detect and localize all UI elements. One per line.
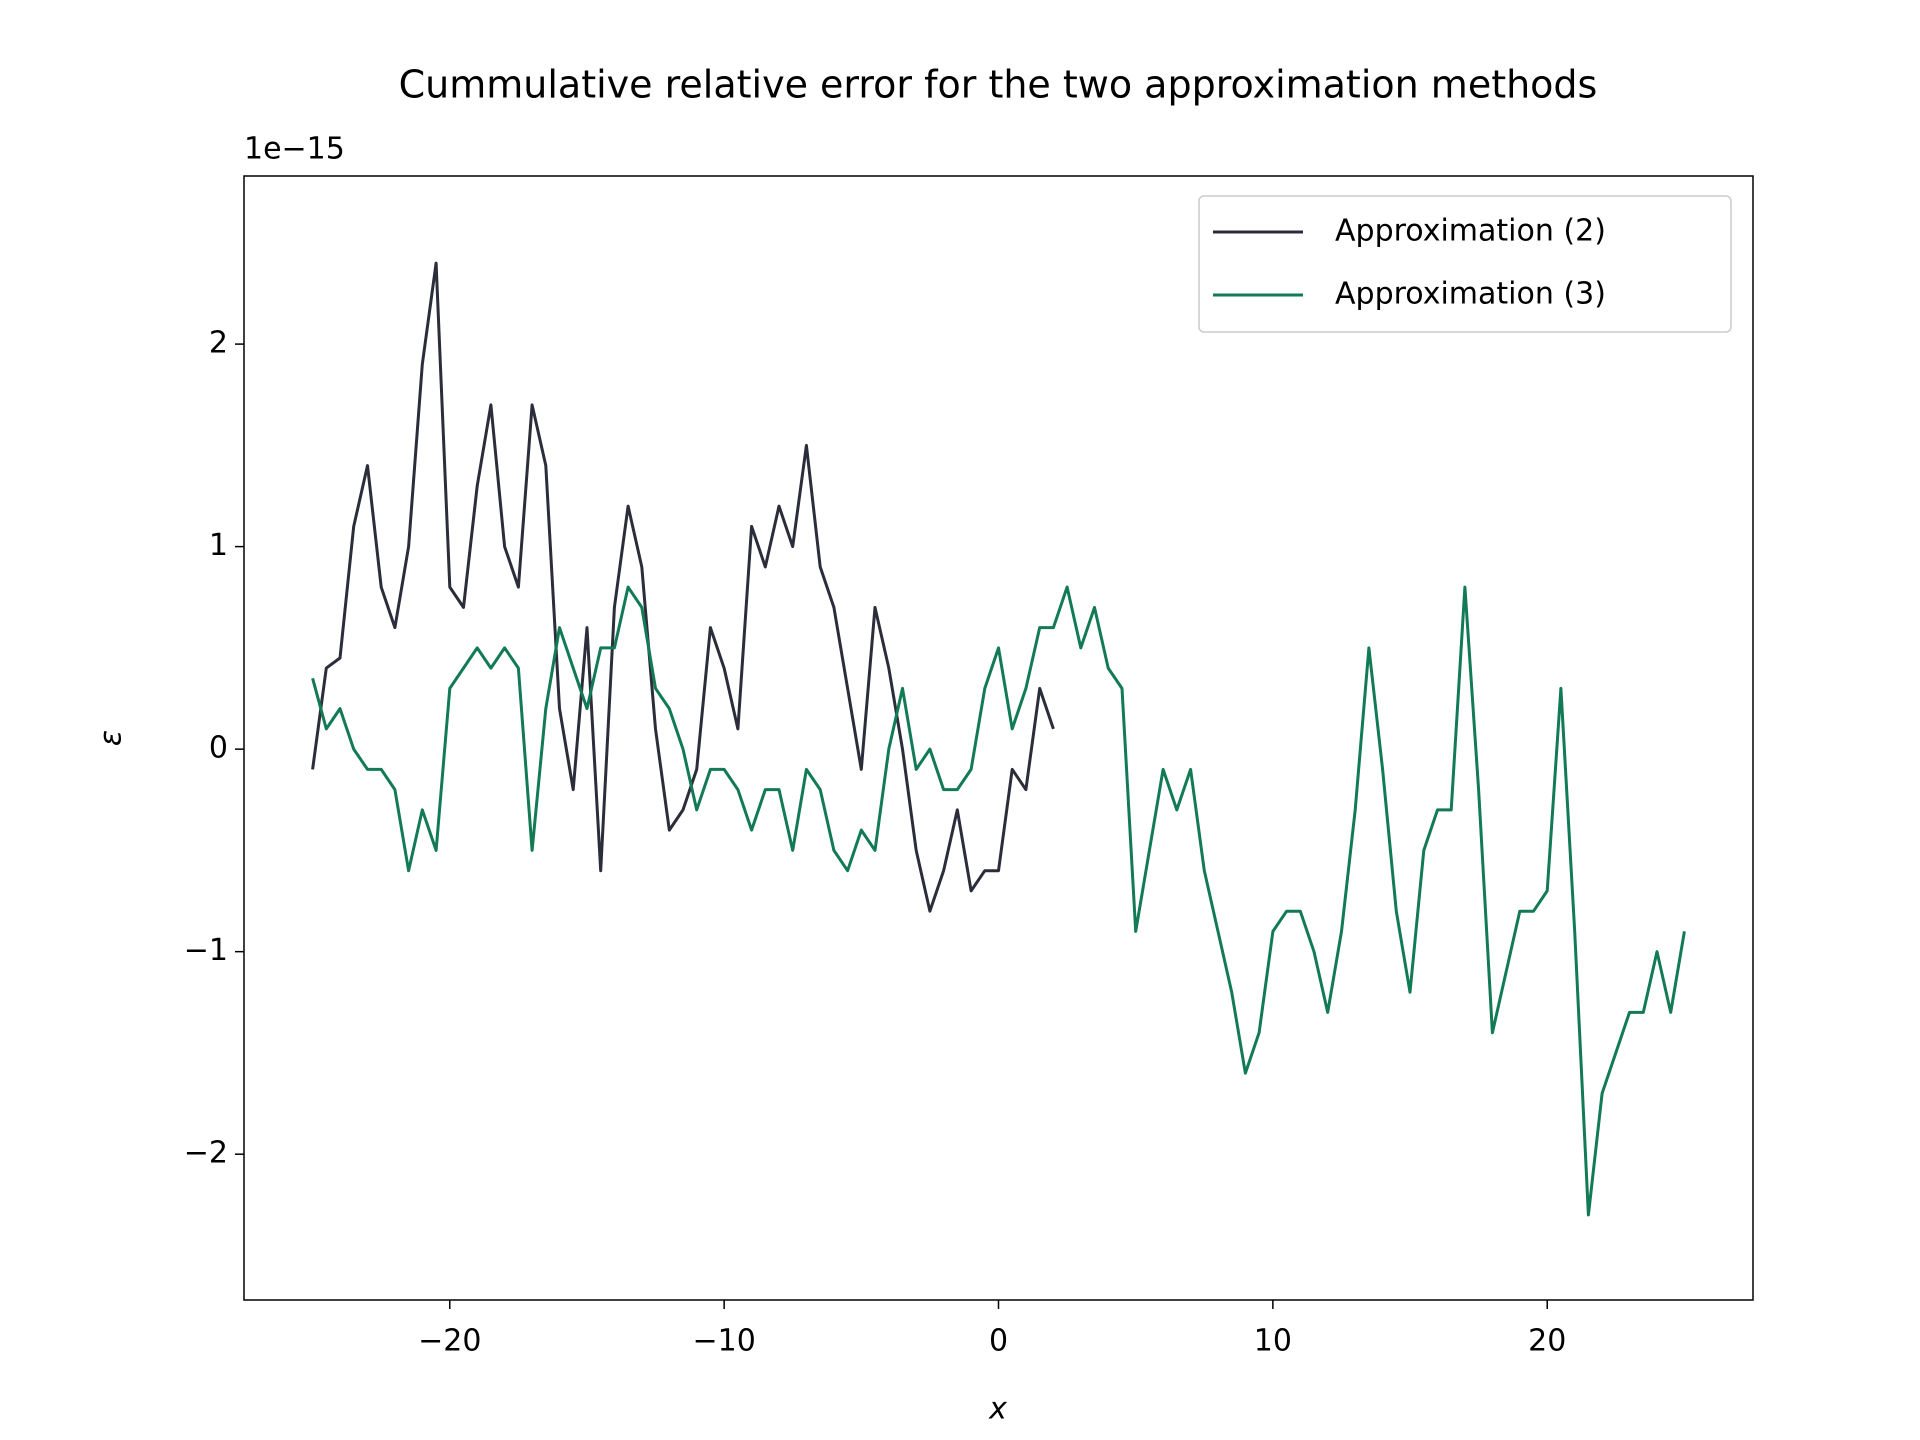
x-tick-label: 10 xyxy=(1254,1324,1292,1359)
y-tick-label: 0 xyxy=(209,731,228,766)
x-tick-label: 20 xyxy=(1528,1324,1566,1359)
y-tick-label: 2 xyxy=(209,326,228,361)
plot-frame xyxy=(243,175,1754,1301)
legend-label: Approximation (3) xyxy=(1335,277,1606,312)
x-tick-label: −10 xyxy=(692,1324,755,1359)
x-tick-label: −20 xyxy=(418,1324,481,1359)
y-axis-label: ε xyxy=(94,730,129,746)
legend-label: Approximation (2) xyxy=(1335,214,1606,249)
y-tick-label: 1 xyxy=(209,528,228,563)
chart-title: Cummulative relative error for the two a… xyxy=(399,63,1598,107)
series-line xyxy=(311,585,1686,1217)
y-tick-label: −1 xyxy=(184,933,228,968)
y-tick-label: −2 xyxy=(184,1136,228,1171)
legend-box xyxy=(1198,195,1732,333)
series-line xyxy=(311,261,1055,913)
legend: Approximation (2) Approximation (3) xyxy=(1198,195,1732,333)
y-offset-label: 1e−15 xyxy=(244,132,345,167)
x-axis-label: x xyxy=(988,1392,1007,1427)
x-tick-label: 0 xyxy=(989,1324,1008,1359)
